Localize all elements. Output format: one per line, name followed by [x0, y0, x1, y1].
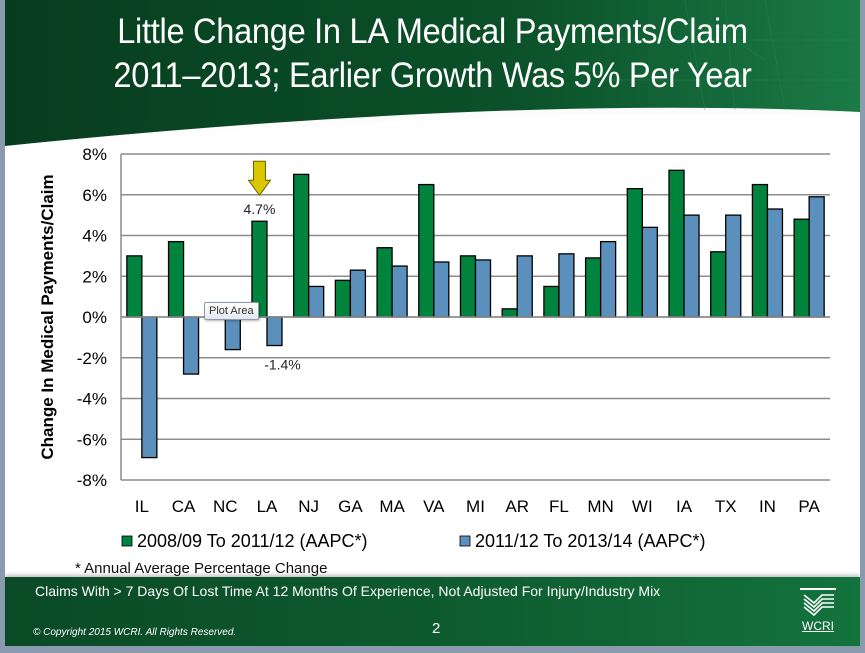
copyright: © Copyright 2015 WCRI. All Rights Reserv…: [33, 627, 237, 638]
bar-va-series-1: [418, 183, 435, 318]
bar-ga-series-1: [334, 279, 352, 318]
slide-title: Little Change In LA Medical Payments/Cla…: [35, 10, 830, 98]
bar-mi-series-2: [474, 259, 492, 318]
bar-tx-series-2: [725, 214, 742, 318]
bar-mn-series-1: [584, 257, 602, 318]
page-number: 2: [432, 620, 441, 637]
bar-fl-series-2: [558, 253, 575, 318]
x-tick-label: TX: [715, 497, 737, 516]
x-tick-label: IN: [759, 497, 776, 516]
x-tick-label: FL: [549, 497, 569, 516]
y-tick-label: 8%: [82, 145, 107, 164]
annotations: 4.7% -1.4%: [244, 160, 301, 373]
x-tick-label: WI: [632, 497, 653, 516]
x-tick-label: AR: [505, 497, 529, 516]
down-arrow-icon: [247, 160, 272, 197]
bar-va-series-2: [433, 261, 450, 318]
x-tick-label: MN: [587, 497, 613, 516]
bar-ma-series-1: [376, 247, 393, 318]
footnote: * Annual Average Percentage Change: [75, 560, 328, 577]
bar-nj-series-1: [293, 173, 310, 318]
bar-mi-series-1: [459, 255, 477, 318]
x-tick-label: NC: [213, 497, 238, 516]
bar-pa-series-2: [808, 196, 825, 318]
y-tick-label: 2%: [82, 267, 107, 286]
y-tick-label: 6%: [82, 186, 107, 205]
x-tick-label: LA: [257, 497, 278, 516]
y-tick-label: 0%: [82, 308, 107, 327]
footer-bar: Claims With > 7 Days Of Lost Time At 12 …: [5, 577, 860, 646]
wcri-logo: WCRI: [798, 587, 838, 637]
x-tick-label: PA: [798, 497, 820, 516]
x-tick-label: VA: [423, 497, 445, 516]
header-banner: Little Change In LA Medical Payments/Cla…: [5, 0, 860, 150]
bar-ar-series-1: [501, 308, 518, 318]
header-background: [5, 0, 860, 150]
x-tick-label: MA: [379, 497, 405, 516]
y-tick-label: -4%: [77, 390, 107, 409]
x-tick-labels: IL CA NC LA NJ GA MA VA MI AR FL MN WI IA TX IN PA: [135, 497, 821, 516]
y-axis-label: Change In Medical Payments/Claim: [38, 174, 57, 459]
bar-il-series-2: [141, 316, 158, 459]
bar-chart: 8% 6% 4% 2% 0% -2% -4% -6% -8% IL CA NC LA NJ GA MA VA M…: [38, 145, 830, 551]
x-tick-label: IA: [676, 497, 693, 516]
x-tick-label: MI: [466, 497, 485, 516]
wcri-logo-icon: [800, 588, 836, 617]
title-line-2: 2011–2013; Earlier Growth Was 5% Per Yea…: [113, 56, 752, 95]
bar-ia-series-1: [668, 169, 685, 318]
y-tick-label: -8%: [77, 471, 107, 490]
bar-in-series-1: [751, 183, 769, 318]
bar-ar-series-2: [516, 255, 533, 318]
x-tick-label: IL: [135, 497, 149, 516]
bar-in-series-2: [766, 208, 784, 318]
bar-il-series-1: [126, 255, 143, 318]
bar-ia-series-2: [683, 214, 700, 318]
legend-label-series-1: 2008/09 To 2011/12 (AAPC*): [137, 531, 368, 551]
x-tick-label: CA: [172, 497, 196, 516]
legend-swatch-series-2: [459, 535, 471, 547]
bar-wi-series-1: [626, 187, 643, 318]
bar-pa-series-1: [793, 218, 810, 318]
bar-wi-series-2: [641, 226, 658, 318]
bar-mn-series-2: [599, 240, 617, 318]
y-tick-label: 4%: [82, 227, 107, 246]
wcri-logo-text: WCRI: [802, 619, 834, 633]
bar-ga-series-2: [349, 269, 367, 318]
bars: [126, 169, 825, 459]
legend: 2008/09 To 2011/12 (AAPC*) 2011/12 To 201…: [121, 531, 706, 551]
y-tick-labels: 8% 6% 4% 2% 0% -2% -4% -6% -8%: [77, 145, 107, 490]
bar-ma-series-2: [391, 265, 408, 318]
plot-area-tooltip: Plot Area: [204, 302, 259, 320]
x-tick-label: GA: [338, 497, 363, 516]
data-label: 4.7%: [244, 201, 276, 217]
legend-swatch-series-1: [121, 535, 133, 547]
title-line-1: Little Change In LA Medical Payments/Cla…: [117, 12, 748, 51]
legend-label-series-2: 2011/12 To 2013/14 (AAPC*): [475, 531, 706, 551]
x-tick-label: NJ: [298, 497, 319, 516]
bar-nc-series-2: [224, 316, 241, 351]
bar-ca-series-2: [182, 316, 200, 375]
bar-nj-series-2: [308, 285, 325, 318]
data-label: -1.4%: [264, 357, 301, 373]
bar-ca-series-1: [167, 240, 185, 318]
bar-fl-series-1: [543, 285, 560, 318]
y-tick-label: -6%: [77, 430, 107, 449]
bar-la-series-2: [266, 316, 283, 347]
bar-tx-series-1: [710, 251, 727, 318]
slide: Little Change In LA Medical Payments/Cla…: [5, 0, 860, 646]
y-tick-label: -2%: [77, 349, 107, 368]
footer-note: Claims With > 7 Days Of Lost Time At 12 …: [35, 583, 661, 599]
